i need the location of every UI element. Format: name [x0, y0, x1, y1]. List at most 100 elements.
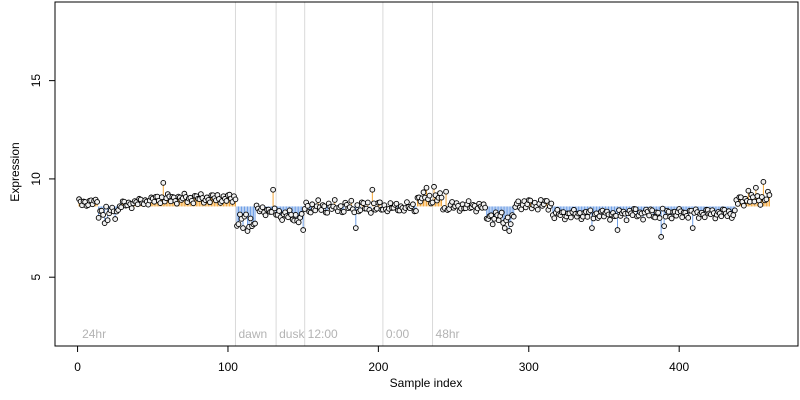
data-point: [584, 214, 591, 220]
data-point: [548, 200, 555, 207]
data-point: [207, 199, 213, 206]
x-tick-label: 100: [218, 360, 238, 374]
data-point: [160, 179, 167, 186]
data-point: [488, 212, 495, 219]
data-point: [393, 200, 400, 207]
data-point: [100, 212, 106, 218]
data-point: [268, 209, 275, 215]
data-point: [190, 200, 197, 207]
data-point: [760, 179, 767, 185]
data-point: [498, 209, 505, 216]
data-point: [685, 214, 692, 221]
data-point: [741, 202, 747, 209]
data-point: [315, 197, 322, 203]
data-point: [420, 189, 427, 196]
data-point: [270, 186, 276, 193]
data-point: [298, 211, 305, 217]
data-point: [104, 217, 111, 224]
phase-label: dusk: [279, 327, 305, 341]
data-point: [649, 207, 655, 214]
data-point: [223, 198, 230, 204]
x-tick-label: 0: [74, 360, 81, 374]
y-tick-label: 15: [29, 74, 43, 88]
data-point: [354, 202, 361, 208]
data-point: [429, 199, 436, 206]
x-tick-label: 200: [368, 360, 388, 374]
data-point: [730, 212, 737, 218]
data-point: [364, 199, 371, 206]
data-point: [438, 194, 445, 201]
data-point: [465, 198, 472, 204]
data-point: [112, 216, 119, 222]
data-point: [151, 198, 158, 205]
phase-label: 0:00: [386, 327, 410, 341]
data-point: [658, 234, 664, 240]
data-point: [443, 188, 449, 195]
data-point: [173, 200, 180, 207]
data-point: [701, 214, 708, 221]
data-point: [413, 208, 419, 214]
data-point: [766, 192, 773, 198]
data-point: [731, 207, 738, 214]
data-point: [507, 221, 514, 227]
data-point: [587, 207, 594, 214]
data-point: [243, 211, 249, 218]
data-point: [360, 200, 367, 206]
data-point: [352, 225, 359, 231]
data-point: [482, 204, 489, 211]
data-point: [232, 196, 239, 203]
y-tick-label: 5: [29, 274, 43, 281]
data-point: [374, 205, 380, 212]
data-point: [128, 205, 135, 212]
data-point: [607, 216, 613, 223]
data-point: [95, 214, 102, 221]
data-point: [351, 209, 358, 216]
data-point: [340, 208, 347, 215]
data-point: [369, 186, 376, 193]
data-point: [763, 196, 770, 203]
data-point: [324, 209, 331, 216]
y-axis: 5 10 15: [29, 74, 56, 281]
y-tick-label: 10: [29, 172, 43, 186]
data-point: [247, 215, 254, 222]
data-point: [404, 199, 410, 205]
data-point: [668, 215, 675, 222]
data-point: [279, 217, 285, 223]
data-point: [689, 225, 696, 231]
data-point: [551, 215, 558, 222]
data-points: [76, 179, 773, 240]
data-point: [489, 221, 496, 228]
x-tick-label: 300: [519, 360, 539, 374]
data-point: [757, 202, 764, 208]
data-point: [309, 201, 316, 208]
data-point: [271, 205, 278, 212]
data-point: [431, 183, 437, 190]
data-point: [734, 201, 741, 207]
data-point: [506, 228, 513, 234]
data-point: [655, 209, 661, 216]
data-point: [623, 217, 630, 224]
data-point: [718, 213, 725, 220]
data-point: [423, 184, 430, 191]
data-point: [661, 223, 667, 229]
phase-label: 48hr: [436, 327, 460, 341]
data-point: [235, 221, 242, 227]
data-point: [632, 206, 639, 213]
x-tick-label: 400: [669, 360, 689, 374]
data-point: [527, 197, 534, 204]
data-point: [745, 187, 752, 194]
phase-label: 24hr: [82, 327, 106, 341]
data-point: [262, 212, 269, 219]
data-point: [537, 197, 544, 203]
data-point: [337, 203, 344, 209]
data-point: [348, 197, 355, 204]
data-point: [371, 200, 377, 207]
data-point: [410, 201, 416, 208]
plot-frame: [54, 1, 799, 347]
x-axis-label: Sample index: [390, 376, 463, 390]
y-axis-label: Expression: [8, 142, 22, 201]
data-point: [318, 207, 325, 213]
data-point: [331, 197, 338, 203]
